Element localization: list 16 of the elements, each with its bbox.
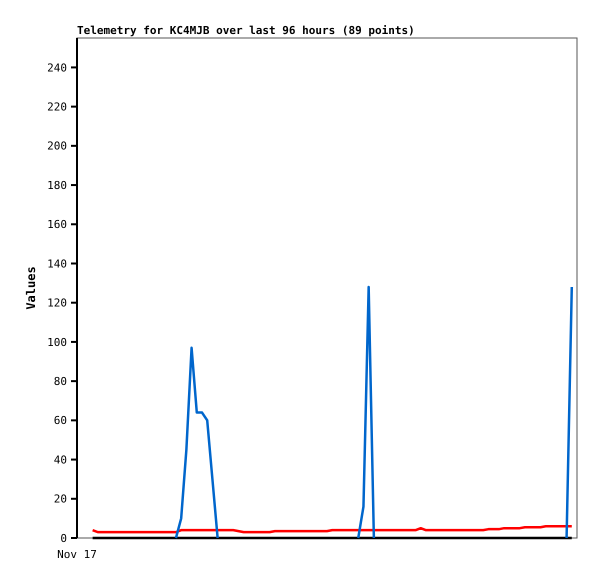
y-tick-label: 140 [47,257,67,270]
x-tick-label: Nov 17 [57,548,97,561]
chart-title: Telemetry for KC4MJB over last 96 hours (89 points) [77,24,415,37]
y-tick-label: 40 [54,453,67,466]
y-tick-label: 120 [47,296,67,310]
y-tick-label: 160 [47,218,67,232]
y-axis-title: Values [24,266,38,310]
y-tick-label: 20 [54,492,67,506]
y-tick-label: 180 [47,178,67,192]
y-tick-label: 80 [54,374,67,388]
y-tick-label: 240 [47,61,67,74]
y-tick-label: 60 [54,414,67,428]
y-tick-label: 0 [60,532,67,545]
y-tick-label: 220 [47,100,67,114]
y-tick-label: 200 [47,140,67,153]
y-tick-label: 100 [47,336,67,349]
